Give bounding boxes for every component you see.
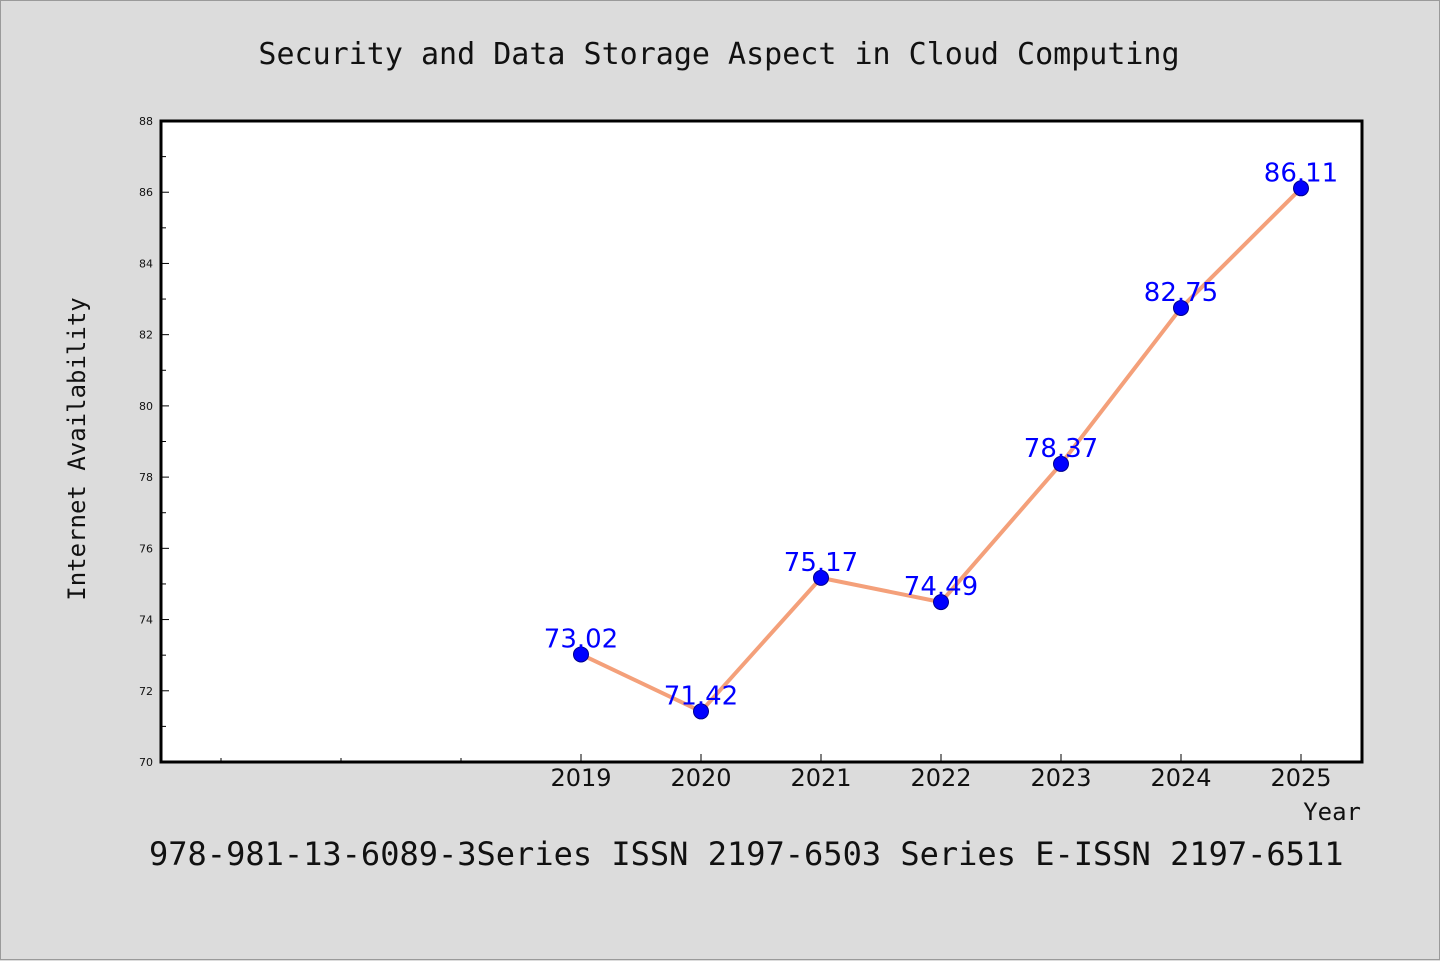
y-tick-label: 76 [139, 542, 153, 555]
y-tick-label: 72 [139, 685, 153, 698]
y-axis-label: Internet Availability [63, 297, 91, 600]
y-tick-label: 70 [139, 756, 153, 769]
x-tick-label: 2020 [670, 764, 731, 792]
data-point [813, 569, 829, 586]
y-tick-label: 78 [139, 471, 153, 484]
x-tick-label: 2023 [1030, 764, 1091, 792]
data-point [933, 594, 949, 611]
data-point [1053, 455, 1069, 472]
data-point [693, 703, 709, 720]
x-axis-label: Year [1303, 798, 1361, 826]
x-tick-label: 2022 [910, 764, 971, 792]
data-point [1173, 299, 1189, 316]
y-tick-label: 88 [139, 115, 153, 128]
x-tick-label: 2024 [1150, 764, 1211, 792]
x-tick-label: 2019 [550, 764, 611, 792]
data-label: 75.17 [784, 548, 858, 578]
y-tick-label: 86 [139, 186, 153, 199]
data-label: 78.37 [1024, 434, 1098, 464]
x-tick-label: 2021 [790, 764, 851, 792]
footer-text: 978-981-13-6089-3Series ISSN 2197-6503 S… [149, 835, 1343, 873]
x-tick-label: 2025 [1270, 764, 1331, 792]
y-tick-label: 74 [139, 614, 153, 627]
data-label: 73.02 [544, 624, 618, 654]
y-tick-label: 82 [139, 329, 153, 342]
data-label: 74.49 [904, 572, 978, 602]
data-point [573, 646, 589, 663]
plot-area [159, 119, 1364, 764]
data-point [1293, 180, 1309, 197]
chart-title: Security and Data Storage Aspect in Clou… [258, 37, 1179, 72]
series: 73.02 71.42 75.17 74.49 78.37 82.75 86.11 [544, 158, 1338, 720]
x-axis: 2019 2020 2021 2022 2023 2024 2025 [220, 754, 1332, 792]
y-tick-label: 84 [139, 257, 153, 270]
data-label: 71.42 [664, 681, 738, 711]
data-label: 86.11 [1264, 158, 1338, 188]
y-axis: 70 72 74 76 78 80 82 84 86 88 [139, 115, 169, 769]
data-label: 82.75 [1144, 278, 1218, 308]
y-tick-label: 80 [139, 400, 153, 413]
